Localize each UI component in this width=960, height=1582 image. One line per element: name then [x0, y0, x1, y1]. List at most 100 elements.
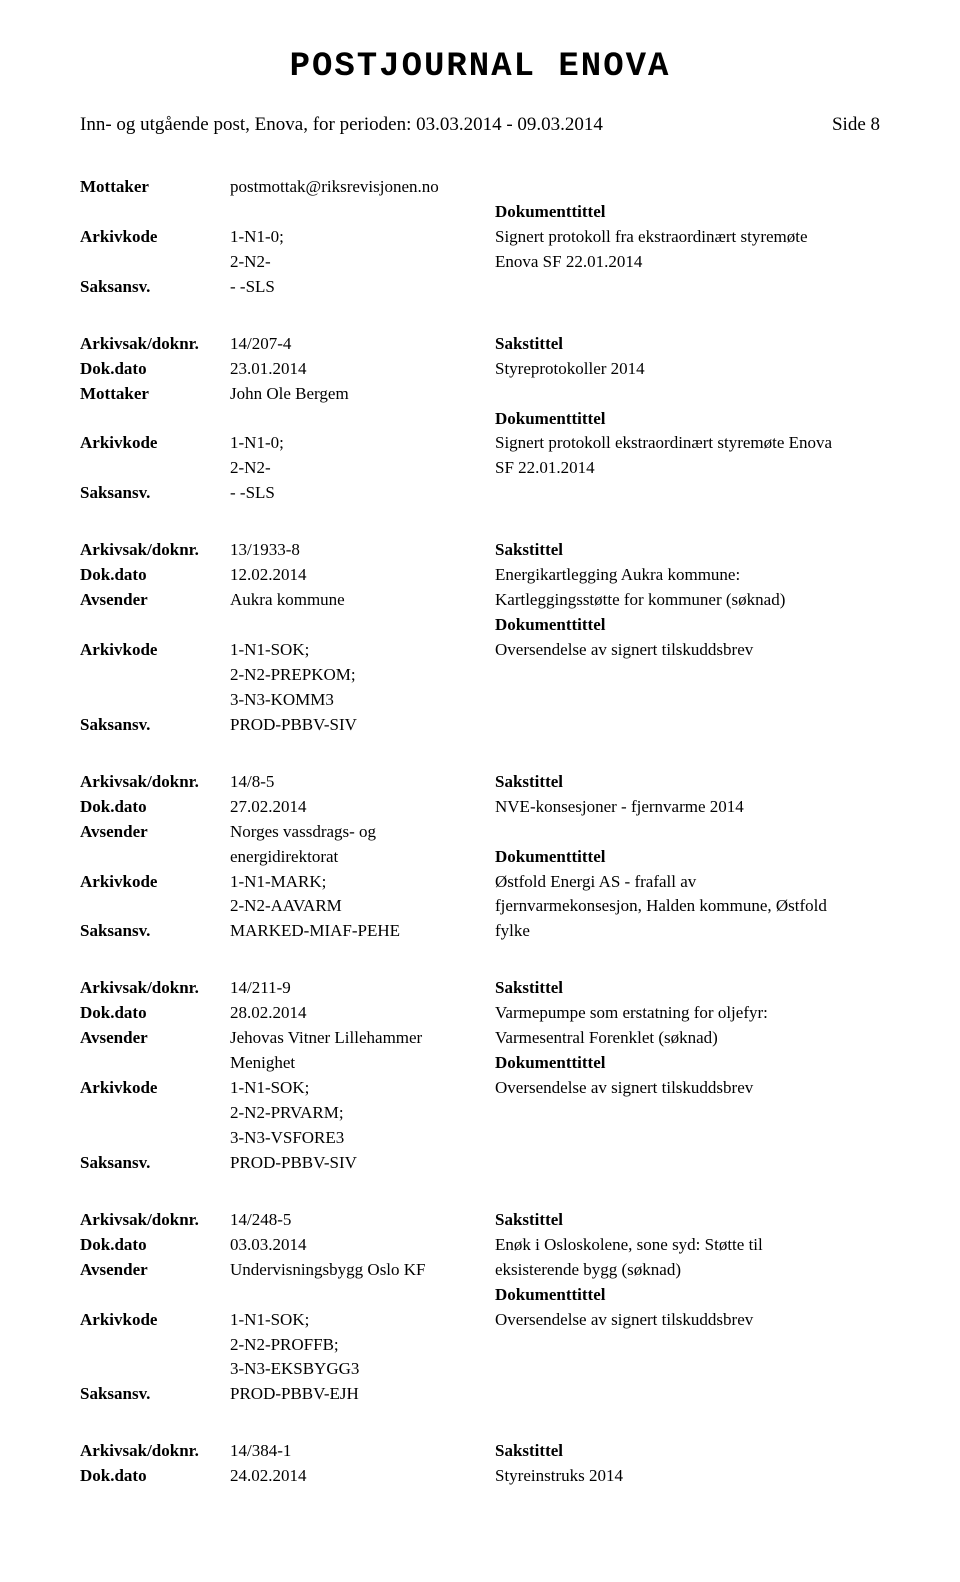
row-value: 14/8-5	[230, 771, 495, 794]
row-label	[80, 689, 230, 712]
row-value	[230, 408, 495, 431]
row-label	[80, 1358, 230, 1381]
row-value: 24.02.2014	[230, 1465, 495, 1488]
row-value: 1-N1-SOK;	[230, 639, 495, 662]
row-label: Arkivsak/doknr.	[80, 977, 230, 1000]
row-label: Saksansv.	[80, 276, 230, 299]
row-title	[495, 276, 880, 299]
row-label: Arkivsak/doknr.	[80, 771, 230, 794]
row-label: Dok.dato	[80, 1002, 230, 1025]
row-label: Dok.dato	[80, 796, 230, 819]
row-value: 14/384-1	[230, 1440, 495, 1463]
row-title	[495, 664, 880, 687]
row-value: 1-N1-SOK;	[230, 1077, 495, 1100]
row-value	[230, 201, 495, 224]
row-label: Arkivsak/doknr.	[80, 333, 230, 356]
row-value: 23.01.2014	[230, 358, 495, 381]
row-label	[80, 457, 230, 480]
row-value: 2-N2-	[230, 457, 495, 480]
row-title: Enøk i Osloskolene, sone syd: Støtte til	[495, 1234, 880, 1257]
row-title: Dokumenttittel	[495, 1052, 880, 1075]
row-label: Arkivkode	[80, 639, 230, 662]
row-label	[80, 408, 230, 431]
row-label	[80, 1334, 230, 1357]
record: Arkivsak/doknr.14/207-4Sakstittel Dok.dat…	[80, 333, 880, 506]
row-label: Saksansv.	[80, 1383, 230, 1406]
row-value: 14/248-5	[230, 1209, 495, 1232]
row-title	[495, 821, 880, 844]
row-label: Arkivsak/doknr.	[80, 539, 230, 562]
row-value: 2-N2-	[230, 251, 495, 274]
row-value	[230, 614, 495, 637]
row-title	[495, 689, 880, 712]
row-label: Mottaker	[80, 383, 230, 406]
row-label: Avsender	[80, 1027, 230, 1050]
row-value: 14/207-4	[230, 333, 495, 356]
row-value: 1-N1-0;	[230, 226, 495, 249]
row-value: Aukra kommune	[230, 589, 495, 612]
row-value: PROD-PBBV-EJH	[230, 1383, 495, 1406]
row-value	[230, 1284, 495, 1307]
row-title: eksisterende bygg (søknad)	[495, 1259, 880, 1282]
row-title: Dokumenttittel	[495, 614, 880, 637]
row-value: MARKED-MIAF-PEHE	[230, 920, 495, 943]
row-title: Styreprotokoller 2014	[495, 358, 880, 381]
row-title	[495, 1383, 880, 1406]
row-title-heading: Dokumenttittel	[495, 202, 605, 221]
record: Arkivsak/doknr.14/8-5Sakstittel Dok.dato2…	[80, 771, 880, 944]
row-value: 27.02.2014	[230, 796, 495, 819]
row-label: Mottaker	[80, 176, 230, 199]
row-label: Arkivkode	[80, 432, 230, 455]
row-value: 14/211-9	[230, 977, 495, 1000]
row-label: Saksansv.	[80, 1152, 230, 1175]
row-title-heading: Sakstittel	[495, 540, 563, 559]
period-line: Inn- og utgående post, Enova, for period…	[80, 114, 603, 136]
row-title: Sakstittel	[495, 1440, 880, 1463]
row-title-heading: Dokumenttittel	[495, 615, 605, 634]
record: Arkivsak/doknr.13/1933-8SakstittelDok.da…	[80, 539, 880, 737]
row-label: Avsender	[80, 821, 230, 844]
record: Arkivsak/doknr.14/384-1SakstittelDok.dat…	[80, 1440, 880, 1488]
row-label	[80, 251, 230, 274]
row-value: Norges vassdrags- og	[230, 821, 495, 844]
row-label: Arkivkode	[80, 871, 230, 894]
row-title: Dokumenttittel	[495, 408, 880, 431]
row-title	[495, 1102, 880, 1125]
row-title: NVE-konsesjoner - fjernvarme 2014	[495, 796, 880, 819]
row-value: Menighet	[230, 1052, 495, 1075]
row-label: Saksansv.	[80, 714, 230, 737]
row-title: Varmepumpe som erstatning for oljefyr:	[495, 1002, 880, 1025]
row-title: Sakstittel	[495, 333, 880, 356]
row-label	[80, 1127, 230, 1150]
row-title-heading: Dokumenttittel	[495, 1285, 605, 1304]
record-grid: Arkivsak/doknr.13/1933-8SakstittelDok.da…	[80, 539, 880, 737]
row-title: Sakstittel	[495, 977, 880, 1000]
record: Arkivsak/doknr.14/248-5SakstittelDok.dat…	[80, 1209, 880, 1407]
row-label: Avsender	[80, 1259, 230, 1282]
row-label	[80, 846, 230, 869]
row-label	[80, 201, 230, 224]
row-title: fylke	[495, 920, 880, 943]
row-value: 2-N2-PRVARM;	[230, 1102, 495, 1125]
row-title: Sakstittel	[495, 771, 880, 794]
records-container: Mottakerpostmottak@riksrevisjonen.no Dok…	[80, 176, 880, 1488]
row-value: 3-N3-EKSBYGG3	[230, 1358, 495, 1381]
row-title	[495, 714, 880, 737]
row-title: Østfold Energi AS - frafall av	[495, 871, 880, 894]
row-title: Dokumenttittel	[495, 1284, 880, 1307]
row-value: - -SLS	[230, 276, 495, 299]
row-title	[495, 176, 880, 199]
row-title: Signert protokoll fra ekstraordinært sty…	[495, 226, 880, 249]
row-label: Arkivsak/doknr.	[80, 1209, 230, 1232]
row-label: Arkivsak/doknr.	[80, 1440, 230, 1463]
record-grid: Arkivsak/doknr.14/211-9Sakstittel Dok.dat…	[80, 977, 880, 1175]
row-title: Signert protokoll ekstraordinært styremø…	[495, 432, 880, 455]
row-title: Dokumenttittel	[495, 201, 880, 224]
row-label: Arkivkode	[80, 1077, 230, 1100]
row-title: fjernvarmekonsesjon, Halden kommune, Øst…	[495, 895, 880, 918]
row-value: energidirektorat	[230, 846, 495, 869]
row-label: Dok.dato	[80, 564, 230, 587]
row-title	[495, 1358, 880, 1381]
row-title: Oversendelse av signert tilskuddsbrev	[495, 639, 880, 662]
row-label: Dok.dato	[80, 358, 230, 381]
